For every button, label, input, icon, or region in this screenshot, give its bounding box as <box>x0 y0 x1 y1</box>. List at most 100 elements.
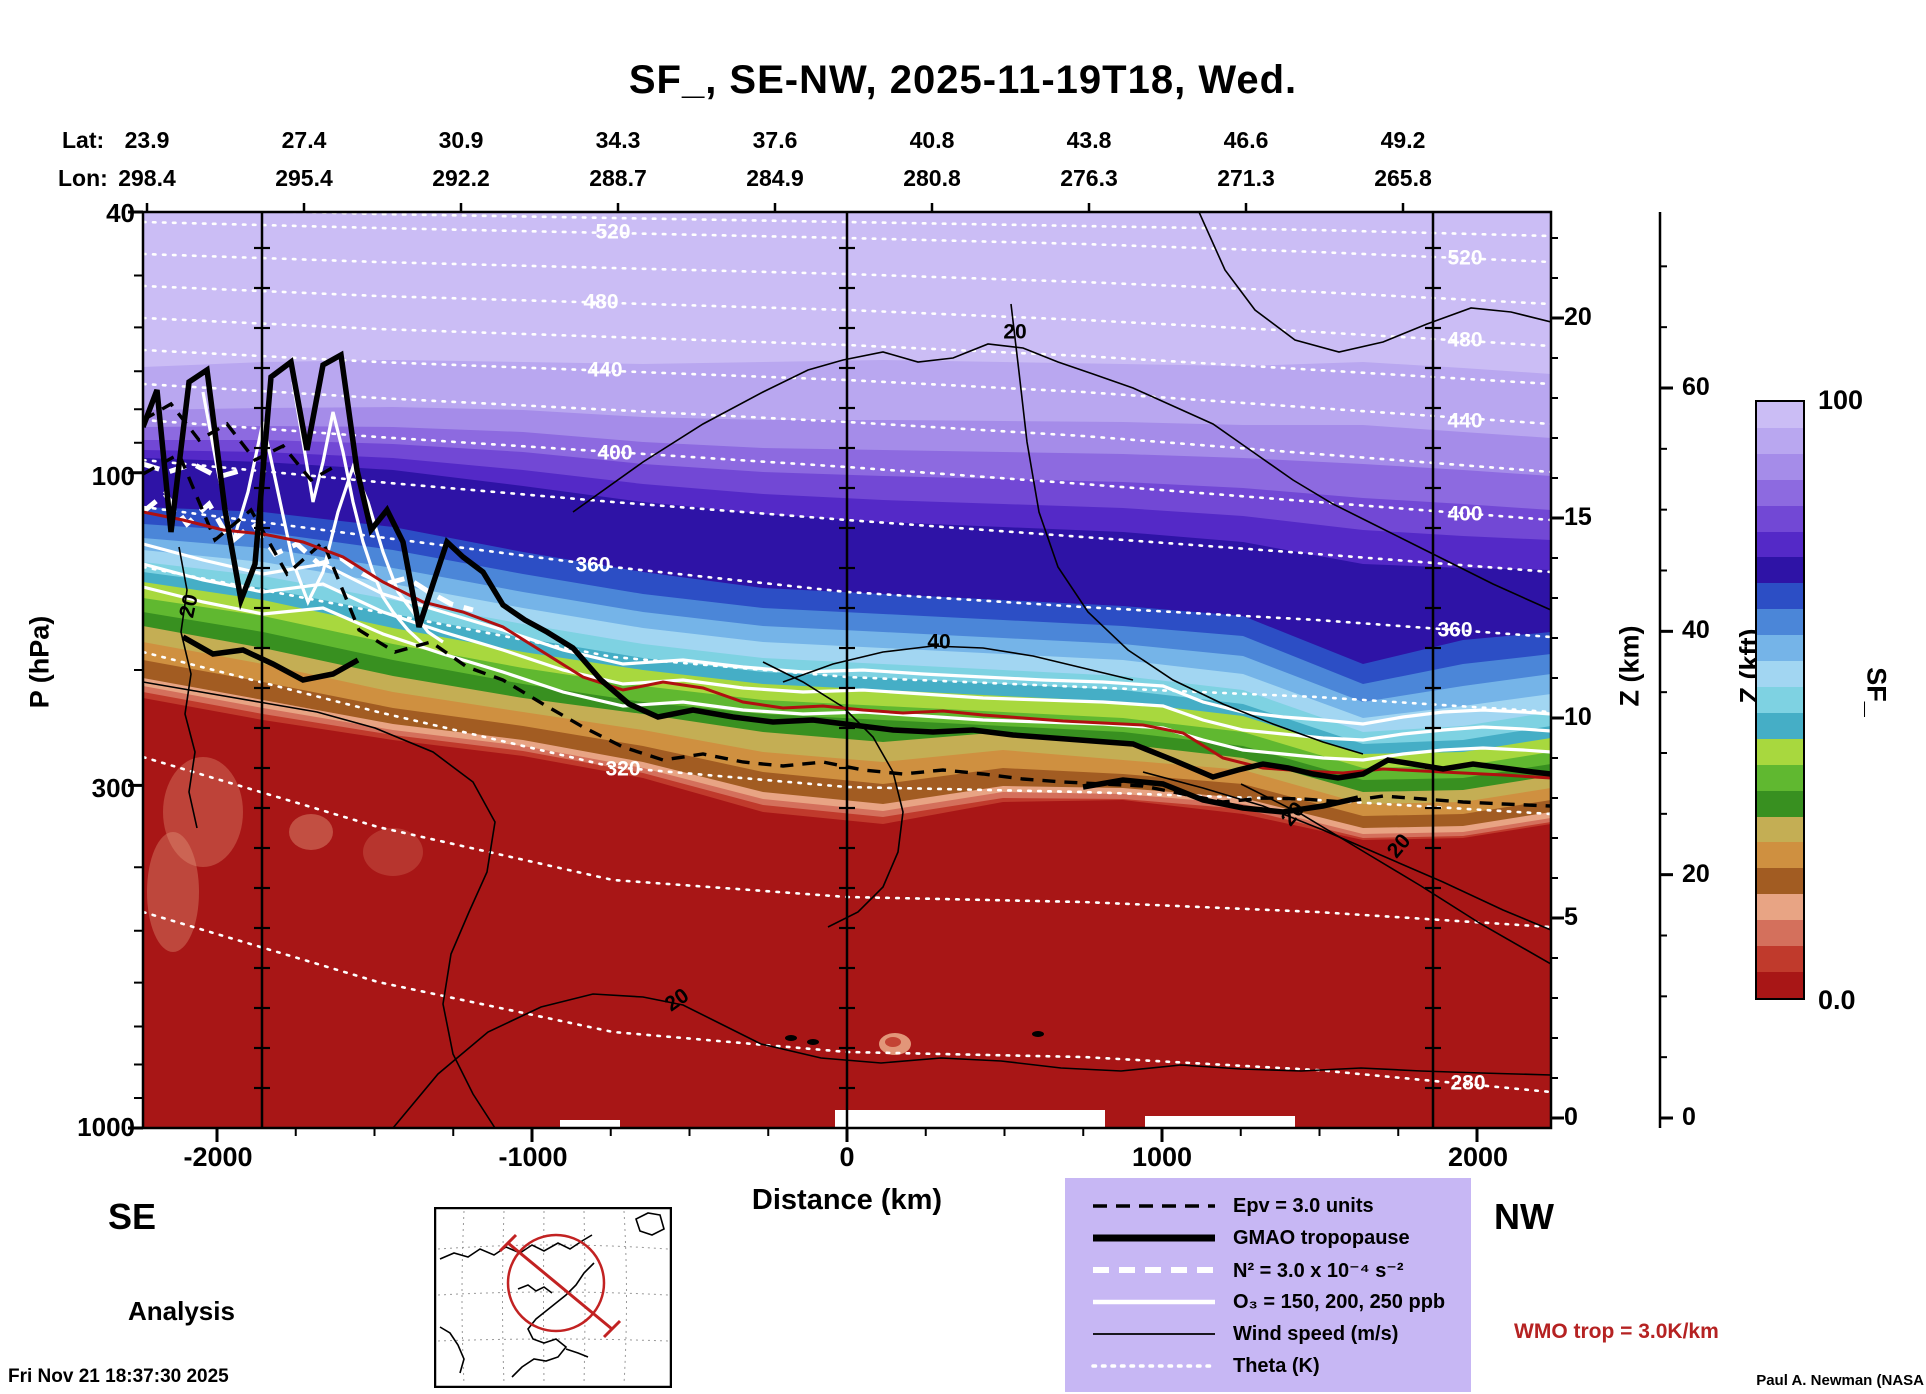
colorbar-swatch <box>1757 816 1803 843</box>
wind-contour <box>392 993 1551 1128</box>
colorbar-title: SF_ <box>1861 667 1892 717</box>
field-layers <box>143 212 1551 1128</box>
wind-contour <box>1142 771 1551 931</box>
x-tick-1000: 1000 <box>1131 1142 1193 1172</box>
lat-value: 46.6 <box>1223 127 1269 153</box>
lat-value: 43.8 <box>1066 127 1112 153</box>
colorbar-swatch <box>1757 946 1803 972</box>
legend-row-theta: Theta (K) <box>1089 1350 1471 1382</box>
zkm-tick-20: 20 <box>1564 303 1592 331</box>
corner-label-se: SE <box>108 1196 157 1237</box>
lon-value: 298.4 <box>118 165 176 191</box>
colorbar-swatch <box>1757 738 1803 765</box>
epv-contour <box>143 451 1551 808</box>
gmao-tropopause-line-sample <box>1093 1234 1215 1242</box>
pressure-axis-title: P (hPa) <box>24 615 55 709</box>
o3-contour <box>291 381 425 646</box>
zkm-tick-0: 0 <box>1564 1103 1578 1131</box>
lon-value: 280.8 <box>903 165 961 191</box>
lat-value: 23.9 <box>124 127 170 153</box>
legend-label-wind: Wind speed (m/s) <box>1233 1322 1399 1345</box>
n2-contour <box>143 461 244 480</box>
colorbar-swatch <box>1757 609 1803 636</box>
colorbar-swatch <box>1757 764 1803 791</box>
wind-contour <box>572 343 1551 611</box>
map-route <box>498 1233 622 1339</box>
lon-value: 295.4 <box>275 165 333 191</box>
wind-contour <box>1010 303 1364 755</box>
colorbar-swatch <box>1757 635 1803 662</box>
zkft-tick-0: 0 <box>1682 1103 1696 1131</box>
lat-axis-label: Lat: <box>62 127 105 153</box>
lon-values-row: 298.4 295.4 292.2 288.7 284.9 280.8 276.3 271.3… <box>118 165 1551 193</box>
timestamp: Fri Nov 21 18:37:30 2025 <box>8 1366 229 1387</box>
colorbar-swatch <box>1757 505 1803 532</box>
legend-row-gmao-tropopause: GMAO tropopause <box>1089 1222 1471 1254</box>
colorbar-swatch <box>1757 920 1803 947</box>
zkft-tick-40: 40 <box>1682 616 1710 644</box>
zkm-tick-10: 10 <box>1564 703 1592 731</box>
lon-value: 271.3 <box>1217 165 1275 191</box>
inset-map <box>434 1207 672 1388</box>
lat-value: 30.9 <box>438 127 484 153</box>
colorbar-swatch <box>1757 971 1803 998</box>
o3-contour <box>143 585 1551 762</box>
epv-line-sample <box>1093 1204 1215 1208</box>
lon-value: 265.8 <box>1374 165 1432 191</box>
colorbar-swatch <box>1757 531 1803 558</box>
zkft-tick-60: 60 <box>1682 373 1710 401</box>
lat-value: 27.4 <box>281 127 327 153</box>
corner-label-nw: NW <box>1494 1196 1554 1237</box>
legend-label-gmao-tropopause: GMAO tropopause <box>1233 1226 1410 1249</box>
colorbar-swatch <box>1757 686 1803 713</box>
gmao-tropopause-contour <box>143 350 1551 781</box>
x-tick-m1000: -1000 <box>498 1142 568 1172</box>
analysis-label: Analysis <box>128 1296 235 1326</box>
wind-line-sample <box>1093 1333 1215 1335</box>
o3-contour <box>143 562 1551 742</box>
n2-line-sample <box>1093 1267 1215 1273</box>
o3-line-sample <box>1093 1299 1215 1305</box>
lat-value: 49.2 <box>1380 127 1426 153</box>
lat-values-row: 23.9 27.4 30.9 34.3 37.6 40.8 43.8 46.6 49.2 <box>125 127 1551 155</box>
lon-axis-label: Lon: <box>58 165 108 191</box>
colorbar-swatch <box>1757 661 1803 687</box>
legend-label-o3: O₃ = 150, 200, 250 ppb <box>1233 1290 1446 1313</box>
epv-contour <box>143 401 340 483</box>
legend-label-epv: Epv = 3.0 units <box>1233 1194 1374 1217</box>
wind-contour <box>762 661 904 928</box>
distance-axis-title: Distance (km) <box>751 1184 943 1216</box>
wind-contour <box>782 645 1134 683</box>
colorbar-swatch <box>1757 712 1803 739</box>
lat-value: 40.8 <box>909 127 955 153</box>
legend-label-theta: Theta (K) <box>1233 1354 1320 1377</box>
legend-row-n2: N² = 3.0 x 10⁻⁴ s⁻² <box>1089 1254 1471 1286</box>
colorbar-swatch <box>1757 427 1803 454</box>
colorbar-swatch <box>1757 583 1803 610</box>
colorbar-swatch <box>1757 842 1803 869</box>
colorbar-min-label: 0.0 <box>1818 985 1856 1015</box>
o3-contour <box>201 391 444 644</box>
wind-contour <box>1198 212 1551 353</box>
theta-line-sample <box>1091 1364 1217 1368</box>
x-tick-0: 0 <box>839 1142 855 1172</box>
zkft-tick-20: 20 <box>1682 860 1710 888</box>
zkm-axis-title: Z (km) <box>1614 625 1645 707</box>
gmao-tropopause-contour <box>1082 777 1359 815</box>
colorbar <box>1755 400 1805 1000</box>
legend: Epv = 3.0 units GMAO tropopause N² = 3.0… <box>1065 1178 1471 1392</box>
colorbar-swatch <box>1757 402 1803 428</box>
wmo-trop-note: WMO trop = 3.0K/km <box>1514 1320 1719 1343</box>
p-tick-100: 100 <box>91 461 135 491</box>
x-tick-m2000: -2000 <box>183 1142 253 1172</box>
legend-row-wind: Wind speed (m/s) <box>1089 1318 1471 1350</box>
colorbar-swatch <box>1757 453 1803 480</box>
lat-value: 37.6 <box>752 127 798 153</box>
gmao-tropopause-contour <box>181 634 360 683</box>
lon-value: 284.9 <box>746 165 804 191</box>
x-tick-2000: 2000 <box>1447 1142 1509 1172</box>
legend-row-o3: O₃ = 150, 200, 250 ppb <box>1089 1286 1471 1318</box>
colorbar-swatch <box>1757 790 1803 817</box>
